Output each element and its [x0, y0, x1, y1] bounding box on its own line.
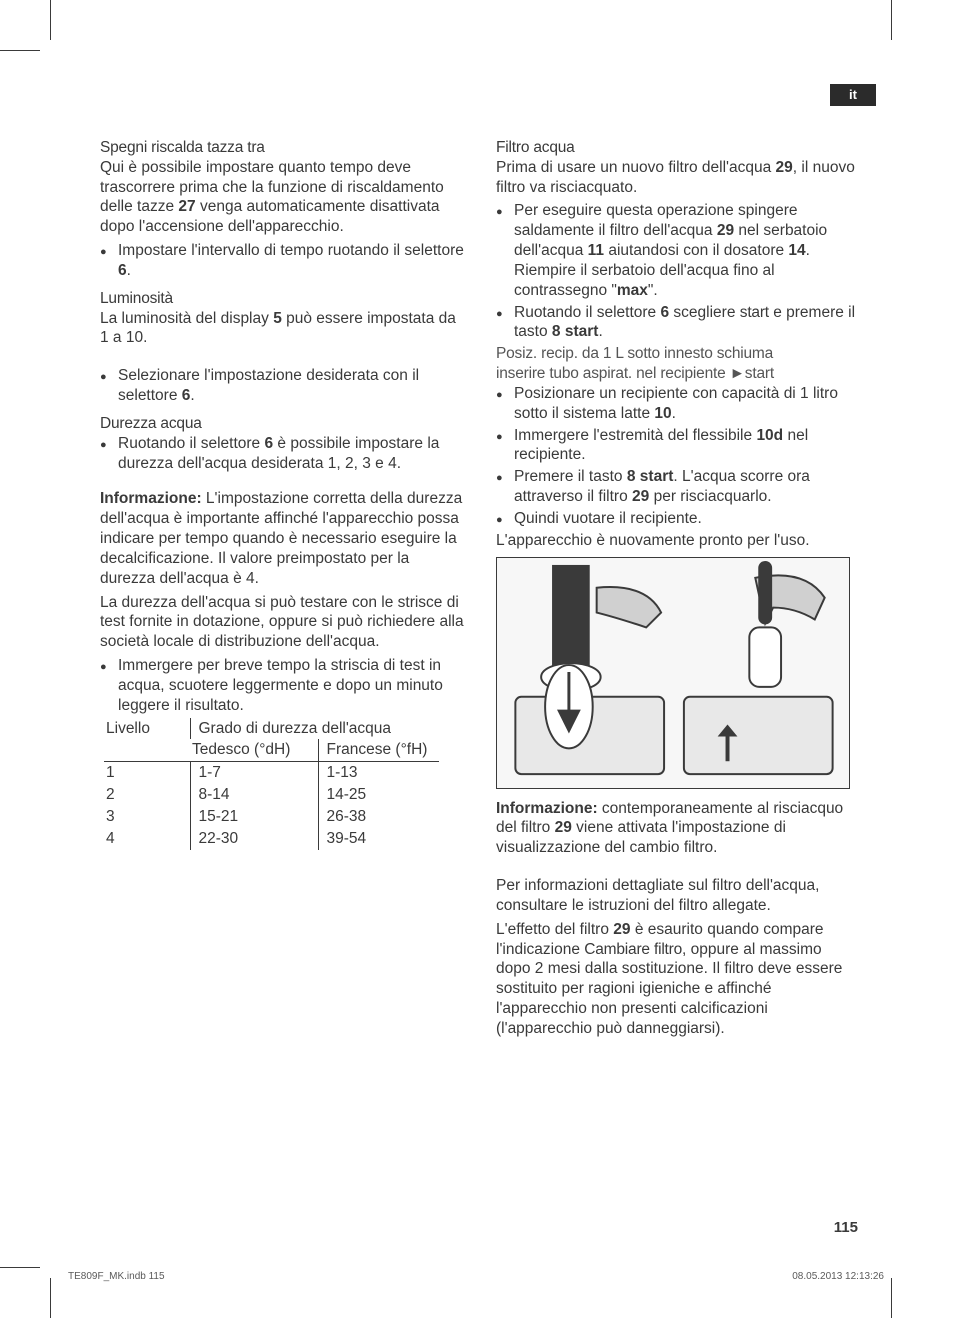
right-column: Filtro acqua Prima di usare un nuovo fil…	[496, 138, 860, 1043]
table-subheader: Francese (°fH)	[318, 739, 439, 761]
table-row: 422-3039-54	[104, 828, 439, 850]
body-text: Per informazioni dettagliate sul filtro …	[496, 876, 860, 916]
table-row: 11-71-13	[104, 762, 439, 784]
language-tab: it	[830, 84, 876, 106]
section-heading: Spegni riscalda tazza tra	[100, 138, 464, 158]
list-item: Selezionare l'impostazione desiderata co…	[100, 366, 464, 406]
list-item: Per eseguire questa operazione spingere …	[496, 201, 860, 300]
body-text: Informazione: contemporaneamente al risc…	[496, 799, 860, 858]
page-content: Spegni riscalda tazza tra Qui è possibil…	[100, 138, 860, 1043]
body-text: Prima di usare un nuovo filtro dell'acqu…	[496, 158, 860, 198]
table-row: 28-1414-25	[104, 784, 439, 806]
print-timestamp: 08.05.2013 12:13:26	[792, 1271, 884, 1282]
body-text: L'effetto del filtro 29 è esaurito quand…	[496, 920, 860, 1039]
filter-illustration	[496, 557, 850, 789]
list-item: Quindi vuotare il recipiente.	[496, 509, 860, 529]
list-item: Premere il tasto 8 start. L'acqua scorre…	[496, 467, 860, 507]
list-item: Immergere l'estremità del flessibile 10d…	[496, 426, 860, 466]
page-number: 115	[834, 1219, 858, 1236]
table-row: 315-2126-38	[104, 806, 439, 828]
section-heading: Luminosità	[100, 289, 464, 309]
display-text: inserire tubo aspirat. nel recipiente ►s…	[496, 364, 860, 384]
list-item: Impostare l'intervallo di tempo ruotando…	[100, 241, 464, 281]
body-text: Informazione: L'impostazione corretta de…	[100, 489, 464, 588]
hardness-table: Livello Grado di durezza dell'acqua Tede…	[104, 718, 439, 850]
body-text: Qui è possibile impostare quanto tempo d…	[100, 158, 464, 237]
print-footer: TE809F_MK.indb 115 08.05.2013 12:13:26	[68, 1271, 884, 1282]
list-item: Posizionare un recipiente con capacità d…	[496, 384, 860, 424]
list-item: Ruotando il selettore 6 scegliere start …	[496, 303, 860, 343]
table-header: Livello	[104, 718, 190, 762]
body-text: La durezza dell'acqua si può testare con…	[100, 593, 464, 652]
body-text: La luminosità del display 5 può essere i…	[100, 309, 464, 349]
print-file-info: TE809F_MK.indb 115	[68, 1271, 165, 1282]
list-item: Immergere per breve tempo la striscia di…	[100, 656, 464, 715]
table-subheader: Tedesco (°dH)	[190, 739, 318, 761]
table-header: Grado di durezza dell'acqua	[190, 718, 439, 740]
display-text: Posiz. recip. da 1 L sotto innesto schiu…	[496, 344, 860, 364]
list-item: Ruotando il selettore 6 è possibile impo…	[100, 434, 464, 474]
section-heading: Durezza acqua	[100, 414, 464, 434]
body-text: L'apparecchio è nuovamente pronto per l'…	[496, 531, 860, 551]
section-heading: Filtro acqua	[496, 138, 860, 158]
left-column: Spegni riscalda tazza tra Qui è possibil…	[100, 138, 464, 1043]
